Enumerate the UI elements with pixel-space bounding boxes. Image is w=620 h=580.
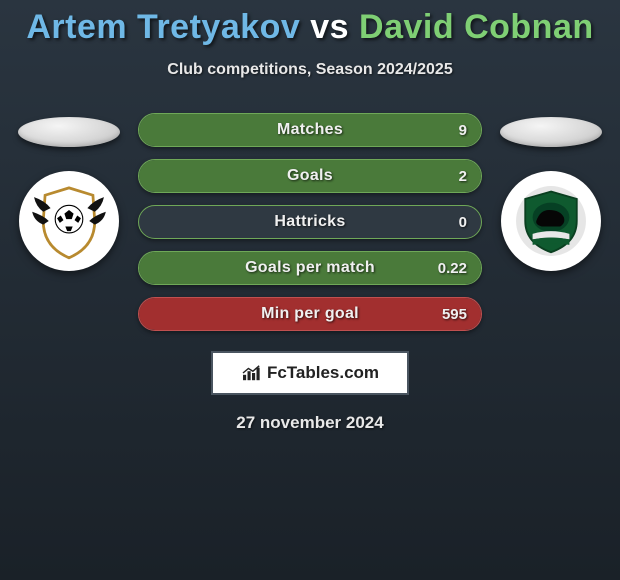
content-row: Matches9Goals2Hattricks0Goals per match0…: [0, 113, 620, 331]
title-part: David Cobnan: [359, 8, 594, 46]
player-left-column: [18, 113, 120, 271]
title-part: vs: [300, 8, 359, 46]
stat-pill: Hattricks0: [138, 205, 482, 239]
stat-label: Goals per match: [139, 259, 481, 277]
bar-chart-icon: [241, 364, 263, 382]
brand-text: FcTables.com: [267, 363, 379, 383]
club-emblem-left-icon: [23, 175, 115, 267]
date-text: 27 november 2024: [236, 413, 383, 433]
stat-label: Goals: [139, 167, 481, 185]
comparison-title: Artem Tretyakov vs David Cobnan: [26, 8, 593, 47]
club-logo-right: [501, 171, 601, 271]
player-left-oval: [18, 117, 120, 147]
stat-value: 2: [459, 168, 467, 185]
stat-label: Hattricks: [139, 213, 481, 231]
title-part: Artem Tretyakov: [26, 8, 300, 46]
stat-value: 0: [459, 214, 467, 231]
stat-pill: Min per goal595: [138, 297, 482, 331]
player-right-column: [500, 113, 602, 271]
brand-box[interactable]: FcTables.com: [211, 351, 409, 395]
stat-pill: Goals per match0.22: [138, 251, 482, 285]
club-logo-left: [19, 171, 119, 271]
stat-pill: Goals2: [138, 159, 482, 193]
stat-value: 9: [459, 122, 467, 139]
stat-pill: Matches9: [138, 113, 482, 147]
player-right-oval: [500, 117, 602, 147]
stats-column: Matches9Goals2Hattricks0Goals per match0…: [138, 113, 482, 331]
stat-value: 0.22: [438, 260, 467, 277]
stat-value: 595: [442, 306, 467, 323]
subtitle: Club competitions, Season 2024/2025: [167, 61, 452, 79]
club-emblem-right-icon: [505, 175, 597, 267]
stat-label: Min per goal: [139, 305, 481, 323]
stat-label: Matches: [139, 121, 481, 139]
